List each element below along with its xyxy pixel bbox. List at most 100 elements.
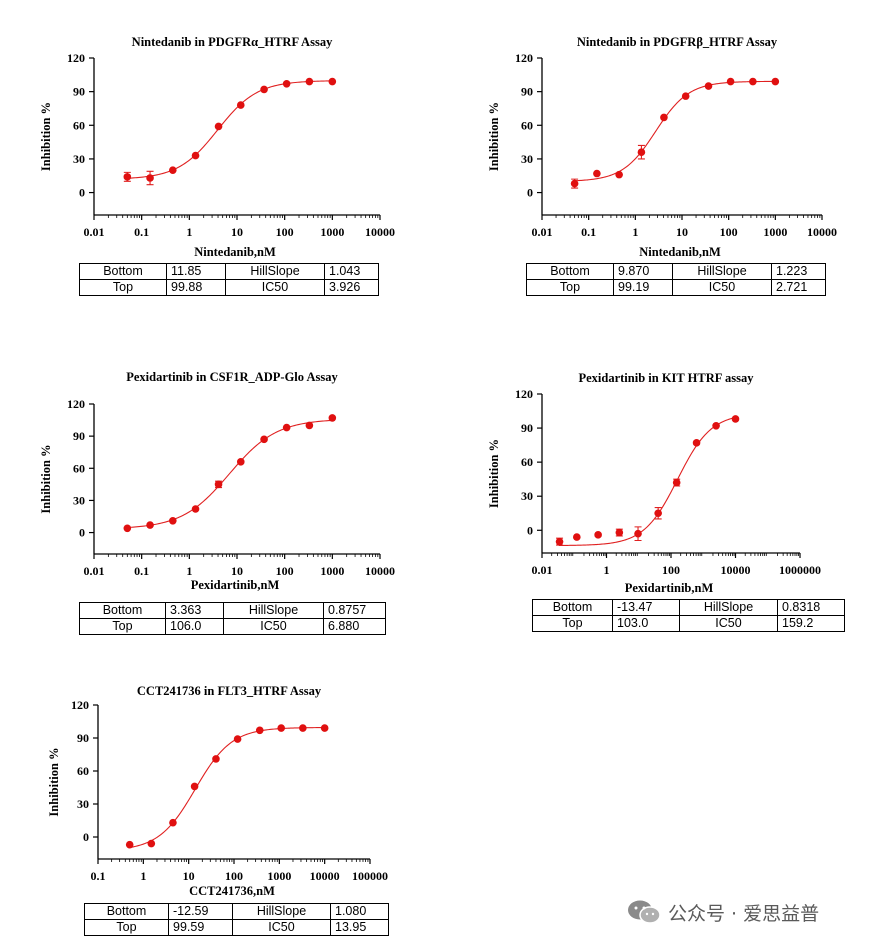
x-tick-label: 100000 xyxy=(352,869,388,883)
data-point xyxy=(672,478,681,487)
param-name-cell: HillSlope xyxy=(223,602,324,619)
data-point xyxy=(146,174,154,182)
data-point xyxy=(260,85,268,94)
param-value-cell: 106.0 xyxy=(165,618,224,635)
chart-panel-1: Nintedanib in PDGFRα_HTRF Assay 0 30 60 90 12… xyxy=(39,35,395,259)
data-point xyxy=(731,415,740,423)
x-tick-label: 0.01 xyxy=(532,563,553,577)
x-tick-label: 10 xyxy=(183,869,195,883)
table-row: Bottom -13.47 HillSlope 0.8318 xyxy=(532,599,845,616)
table-row: Top 99.19 IC50 2.721 xyxy=(526,279,826,296)
fit-curve xyxy=(128,727,326,849)
data-point xyxy=(637,148,646,156)
x-tick-label: 10 xyxy=(676,225,688,239)
y-tick-label: 120 xyxy=(515,51,533,65)
table-row: Top 99.59 IC50 13.95 xyxy=(84,919,389,936)
y-tick-label: 60 xyxy=(77,764,89,778)
param-value-cell: 11.85 xyxy=(166,263,226,280)
data-point xyxy=(123,173,132,181)
data-point xyxy=(214,480,223,489)
x-tick-label: 1000 xyxy=(320,564,344,578)
x-tick-label: 0.1 xyxy=(134,564,149,578)
x-tick-label: 10000 xyxy=(721,563,751,577)
y-tick-label: 30 xyxy=(521,152,533,166)
y-tick-label: 90 xyxy=(77,731,89,745)
watermark: 公众号 · 爱思益普 xyxy=(626,897,819,927)
table-row: Bottom 3.363 HillSlope 0.8757 xyxy=(79,602,386,619)
data-point xyxy=(328,77,337,86)
data-point xyxy=(594,531,602,539)
param-name-cell: Top xyxy=(526,279,614,296)
data-point xyxy=(236,458,245,466)
x-tick-label: 100 xyxy=(276,564,294,578)
fit-parameters-table: Bottom -12.59 HillSlope 1.080 Top 99.59 IC50 13… xyxy=(84,903,389,936)
param-name-cell: Top xyxy=(84,919,169,936)
data-point xyxy=(573,533,581,541)
fit-parameters-table: Bottom 9.870 HillSlope 1.223 Top 99.19 IC50 2.7… xyxy=(526,263,826,296)
param-value-cell: 1.043 xyxy=(324,263,379,280)
param-name-cell: HillSlope xyxy=(225,263,325,280)
param-value-cell: 3.926 xyxy=(324,279,379,296)
data-point xyxy=(169,818,177,827)
param-value-cell: -13.47 xyxy=(612,599,680,616)
chart-panel-4: Pexidartinib in KIT HTRF assay 0 30 60 90 120… xyxy=(487,371,821,595)
data-point xyxy=(255,726,264,735)
param-value-cell: 103.0 xyxy=(612,615,680,632)
data-point xyxy=(749,77,757,86)
y-axis-label: Inhibition % xyxy=(487,439,501,508)
fit-curve xyxy=(126,80,333,179)
param-name-cell: IC50 xyxy=(232,919,331,936)
x-tick-label: 1 xyxy=(632,225,638,239)
param-name-cell: Bottom xyxy=(79,263,167,280)
data-point xyxy=(233,735,242,743)
x-tick-label: 1000 xyxy=(267,869,291,883)
data-point xyxy=(634,529,642,538)
data-point xyxy=(593,169,601,178)
param-name-cell: IC50 xyxy=(223,618,324,635)
watermark-text: 公众号 · 爱思益普 xyxy=(668,902,820,925)
data-point xyxy=(282,423,291,432)
data-point xyxy=(681,92,690,100)
data-point xyxy=(299,724,307,732)
y-tick-label: 0 xyxy=(527,186,533,200)
table-row: Top 99.88 IC50 3.926 xyxy=(79,279,379,296)
chart-panel-2: Nintedanib in PDGFRβ_HTRF Assay 0 30 60 90 12… xyxy=(487,35,837,259)
x-tick-label: 0.01 xyxy=(84,225,105,239)
param-value-cell: 6.880 xyxy=(323,618,386,635)
fit-parameters-table: Bottom 3.363 HillSlope 0.8757 Top 106.0 IC50 6.… xyxy=(79,602,386,635)
x-tick-label: 0.01 xyxy=(84,564,105,578)
chart-title: Pexidartinib in CSF1R_ADP-Glo Assay xyxy=(126,370,338,384)
y-tick-label: 60 xyxy=(521,118,533,132)
x-tick-label: 10000 xyxy=(310,869,340,883)
fit-curve xyxy=(573,80,776,182)
y-tick-label: 90 xyxy=(521,85,533,99)
data-point xyxy=(282,79,291,88)
data-point xyxy=(320,724,329,732)
y-tick-label: 120 xyxy=(67,397,85,411)
data-point xyxy=(123,524,132,533)
data-point xyxy=(654,509,662,518)
x-tick-label: 10 xyxy=(231,225,243,239)
param-value-cell: 0.8757 xyxy=(323,602,386,619)
x-axis-label: Pexidartinib,nM xyxy=(625,581,714,595)
y-axis-label: Inhibition % xyxy=(487,102,501,171)
x-axis-label: Pexidartinib,nM xyxy=(191,578,280,592)
table-row: Top 106.0 IC50 6.880 xyxy=(79,618,386,635)
fit-parameters-table: Bottom -13.47 HillSlope 0.8318 Top 103.0 IC50 1… xyxy=(532,599,845,632)
table-row: Bottom 11.85 HillSlope 1.043 xyxy=(79,263,379,280)
data-point xyxy=(570,179,579,188)
y-tick-label: 0 xyxy=(527,523,533,537)
fit-curve xyxy=(126,419,333,529)
data-point xyxy=(169,516,177,525)
param-value-cell: 3.363 xyxy=(165,602,224,619)
data-point xyxy=(615,528,624,537)
y-tick-label: 30 xyxy=(73,493,85,507)
y-tick-label: 120 xyxy=(71,698,89,712)
x-axis-label: Nintedanib,nM xyxy=(194,245,276,259)
x-tick-label: 0.01 xyxy=(532,225,553,239)
data-point xyxy=(660,113,668,122)
wechat-icon xyxy=(628,900,661,924)
x-tick-label: 100 xyxy=(662,563,680,577)
y-tick-label: 0 xyxy=(79,526,85,540)
param-name-cell: Bottom xyxy=(532,599,613,616)
